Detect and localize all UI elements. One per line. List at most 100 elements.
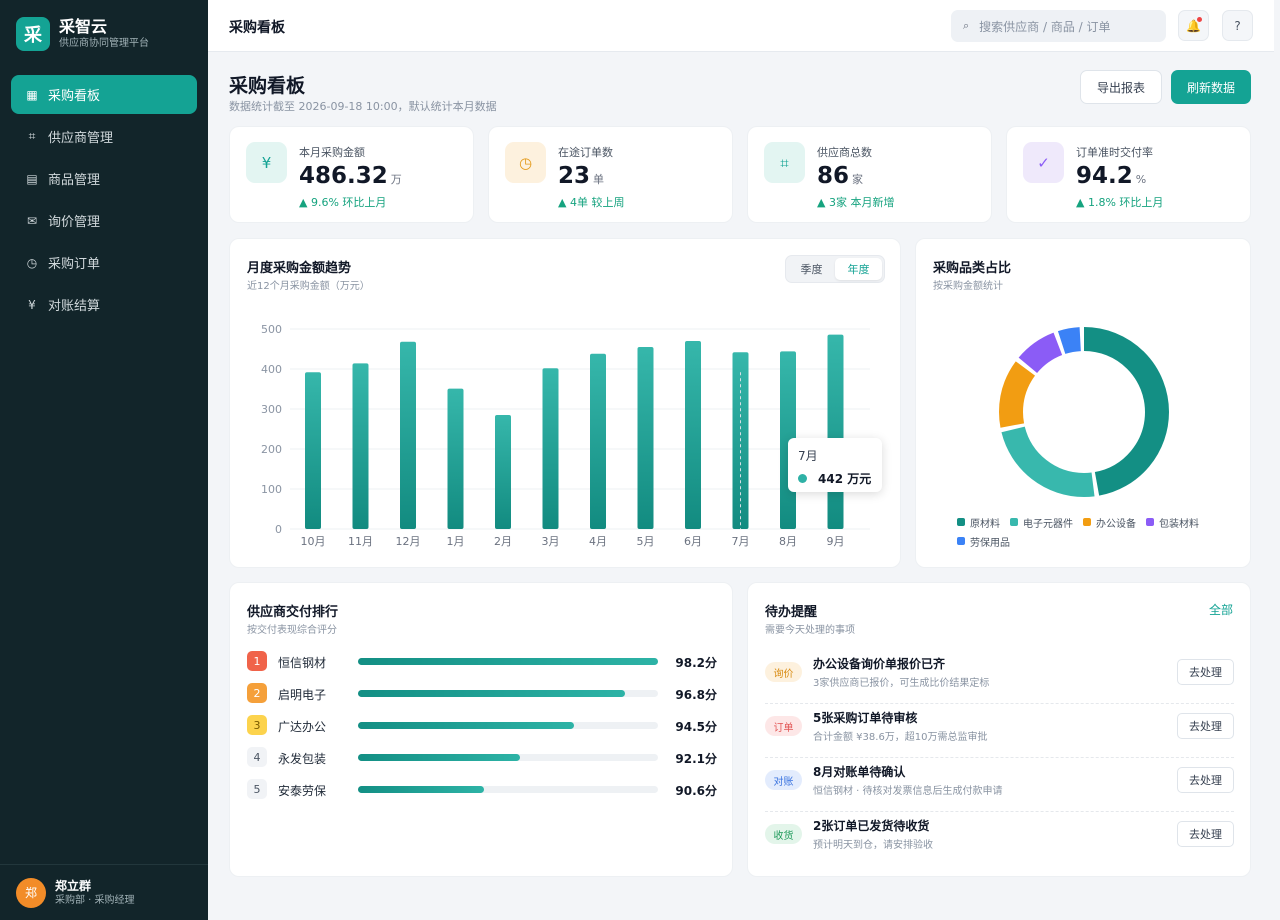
sidebar-item-label: 采购看板 — [48, 89, 101, 104]
bar — [637, 347, 654, 529]
todo-subtitle: 需要今天处理的事项 — [765, 625, 855, 636]
legend-item: 原材料 — [957, 515, 1000, 530]
kpi-number: 94.2 — [1076, 163, 1133, 189]
todo-tag: 对账 — [765, 770, 802, 790]
y-tick-label: 500 — [261, 323, 282, 336]
score-bar-track — [358, 786, 658, 793]
legend-swatch — [957, 537, 965, 545]
bar — [542, 368, 559, 529]
list-icon: ▤ — [26, 171, 38, 186]
todo-card: 待办提醒 需要今天处理的事项 全部 询价 办公设备询价单报价已齐 3家供应商已报价，… — [747, 582, 1251, 877]
trend-chart-subtitle: 近12个月采购金额（万元） — [247, 281, 370, 292]
x-tick-label: 7月 — [732, 535, 750, 548]
supplier-score: 98.2分 — [675, 656, 717, 670]
clock-icon: ◷ — [505, 142, 546, 183]
legend-swatch — [1146, 518, 1154, 526]
legend-label: 原材料 — [970, 518, 1000, 530]
sidebar-item-0[interactable]: ▦ 采购看板 — [11, 75, 197, 114]
handle-button[interactable]: 去处理 — [1177, 767, 1234, 793]
supplier-name: 广达办公 — [278, 720, 327, 734]
bar — [590, 353, 606, 529]
kpi-card: ◷ 在途订单数 23 单 ▲ 4单 较上周 — [488, 126, 733, 223]
x-tick-label: 3月 — [542, 535, 560, 548]
category-share-subtitle: 按采购金额统计 — [933, 281, 1003, 292]
sidebar-item-2[interactable]: ▤ 商品管理 — [11, 159, 197, 198]
donut-slice — [999, 327, 1169, 497]
search-icon: ⌕ — [963, 19, 970, 32]
page-subtitle: 数据统计截至 2026-09-18 10:00，默认统计本月数据 — [229, 100, 497, 113]
donut-chart — [999, 327, 1169, 497]
kpi-number: 23 — [558, 163, 591, 189]
handle-button[interactable]: 去处理 — [1177, 713, 1234, 739]
sidebar-item-5[interactable]: ¥ 对账结算 — [11, 285, 197, 324]
avatar: 郑 — [16, 877, 46, 908]
score-bar-track — [358, 722, 658, 729]
brand[interactable]: 采 采智云 供应商协同管理平台 — [16, 17, 149, 51]
score-bar-fill — [358, 658, 658, 665]
kpi-card: ⌗ 供应商总数 86 家 ▲ 3家 本月新增 — [747, 126, 992, 223]
tooltip-series-dot — [798, 474, 807, 483]
notification-button[interactable]: 🔔 — [1178, 10, 1209, 41]
hash-icon: ⌗ — [764, 142, 805, 183]
search-placeholder: 搜索供应商 / 商品 / 订单 — [979, 19, 1111, 34]
todo-tag: 收货 — [765, 824, 802, 844]
brand-logo: 采 — [16, 17, 50, 51]
x-tick-label: 6月 — [684, 535, 702, 548]
refresh-data-button[interactable]: 刷新数据 — [1171, 70, 1251, 104]
supplier-name: 启明电子 — [278, 688, 327, 702]
x-tick-label: 9月 — [827, 535, 845, 548]
todo-item-desc: 预计明天到仓，请安排验收 — [813, 840, 933, 851]
help-icon: ? — [1234, 18, 1241, 33]
supplier-name: 恒信钢材 — [278, 656, 327, 670]
export-report-button[interactable]: 导出报表 — [1080, 70, 1162, 104]
todo-item-title: 办公设备询价单报价已齐 — [813, 657, 946, 671]
search-input[interactable]: ⌕ 搜索供应商 / 商品 / 订单 — [951, 10, 1166, 42]
sidebar-item-4[interactable]: ◷ 采购订单 — [11, 243, 197, 282]
clock-icon: ◷ — [26, 255, 38, 270]
sidebar-item-1[interactable]: ⌗ 供应商管理 — [11, 117, 197, 156]
bar — [400, 341, 416, 529]
rank-number: 2 — [247, 683, 267, 703]
view-all-link[interactable]: 全部 — [1208, 603, 1233, 617]
tooltip-month: 7月 — [798, 449, 818, 463]
ranking-row: 2 启明电子 96.8分 — [247, 683, 717, 705]
donut-slice — [999, 327, 1169, 497]
y-tick-label: 0 — [275, 523, 282, 536]
yen-icon: ¥ — [246, 142, 287, 183]
legend-label: 电子元器件 — [1023, 518, 1073, 530]
supplier-score: 96.8分 — [675, 688, 717, 702]
supplier-name: 永发包装 — [278, 752, 327, 766]
ranking-row: 3 广达办公 94.5分 — [247, 715, 717, 737]
hash-icon: ⌗ — [28, 129, 36, 143]
kpi-number: 86 — [817, 163, 850, 189]
bar — [305, 372, 321, 529]
page-title: 采购看板 — [229, 75, 306, 97]
todo-item-desc: 合计金额 ¥38.6万，超10万需总监审批 — [813, 732, 988, 743]
supplier-score: 92.1分 — [675, 752, 717, 766]
user-profile[interactable]: 郑 郑立群 采购部 · 采购经理 — [0, 864, 208, 920]
kpi-trend: ▲ 1.8% 环比上月 — [1076, 196, 1164, 209]
legend-item: 办公设备 — [1083, 515, 1136, 530]
handle-button[interactable]: 去处理 — [1177, 821, 1234, 847]
ranking-subtitle: 按交付表现综合评分 — [247, 625, 337, 636]
period-toggle: 季度 年度 — [785, 255, 885, 283]
todo-item-desc: 恒信钢材 · 待核对发票信息后生成付款申请 — [813, 786, 1003, 797]
kpi-trend: ▲ 4单 较上周 — [558, 196, 625, 209]
legend-swatch — [1010, 518, 1018, 526]
category-share-title: 采购品类占比 — [933, 261, 1012, 276]
todo-title: 待办提醒 — [765, 605, 818, 620]
tab-period-0[interactable]: 季度 — [800, 263, 823, 276]
kpi-unit: 家 — [852, 173, 864, 186]
help-button[interactable]: ? — [1222, 10, 1253, 41]
bell-icon: 🔔 — [1186, 18, 1201, 33]
handle-button[interactable]: 去处理 — [1177, 659, 1234, 685]
sidebar-item-3[interactable]: ✉ 询价管理 — [11, 201, 197, 240]
score-bar-fill — [358, 690, 625, 697]
kpi-card: ✓ 订单准时交付率 94.2% ▲ 1.8% 环比上月 — [1006, 126, 1251, 223]
x-tick-label: 5月 — [637, 535, 655, 548]
tab-period-1[interactable]: 年度 — [835, 258, 882, 280]
x-tick-label: 1月 — [447, 535, 465, 548]
rank-number: 1 — [247, 651, 267, 671]
user-role: 采购部 · 采购经理 — [55, 894, 135, 906]
todo-item-title: 8月对账单待确认 — [813, 765, 906, 779]
